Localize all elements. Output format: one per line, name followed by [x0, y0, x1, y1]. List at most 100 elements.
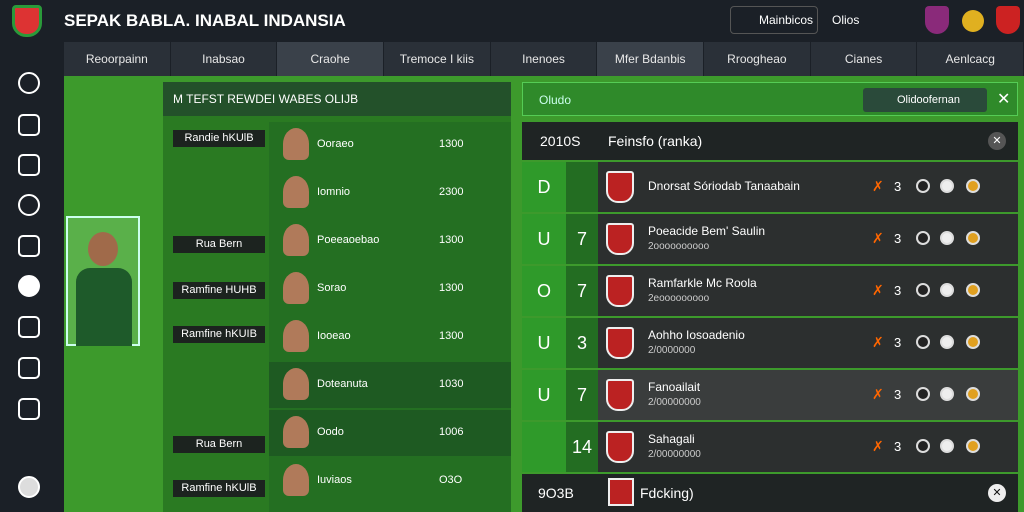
icon[interactable]	[18, 357, 40, 379]
icon[interactable]	[18, 398, 40, 420]
team-sub: 2/00000000	[648, 397, 701, 408]
icon[interactable]	[18, 72, 40, 94]
icon	[940, 231, 954, 245]
tab[interactable]: Rroogheao	[704, 42, 811, 76]
footer-col: 9O3B	[538, 485, 574, 501]
close[interactable]: ✕	[997, 91, 1011, 108]
close[interactable]: ✕	[988, 484, 1006, 502]
icon	[966, 335, 980, 349]
icon	[966, 179, 980, 193]
icon[interactable]	[18, 316, 40, 338]
avatar	[283, 272, 309, 304]
icon[interactable]	[18, 194, 40, 216]
team-name: Aohho Iosoadenio	[648, 328, 745, 342]
status: Olios	[832, 13, 860, 27]
squad-panel: M TEFST REWDEI WABES OLIJB Randie hKUlB R…	[163, 82, 511, 512]
team-name: Poeacide Bem' Saulin	[648, 224, 766, 238]
tab[interactable]: Inabsao	[171, 42, 278, 76]
badge[interactable]	[962, 10, 984, 32]
tab[interactable]: Craohe	[277, 42, 385, 76]
top-bar: SEPAK BABLA. INABAL INDANSIA Mainbicos O…	[0, 0, 1024, 42]
tab[interactable]: Tremoce I kiis	[384, 42, 491, 76]
account-button[interactable]: Mainbicos	[730, 6, 818, 34]
tag: Ramfine hKUlB	[173, 480, 265, 497]
table-header: 2010S Feinsfo (ranka) ✕	[522, 122, 1018, 160]
tab[interactable]: Inenoes	[491, 42, 598, 76]
icon	[916, 387, 930, 401]
badge[interactable]	[996, 6, 1020, 34]
tag: Randie hKUlB	[173, 130, 265, 147]
player-row: Doteanuta 1030	[269, 362, 511, 408]
search[interactable]: Olidoofernan	[863, 88, 987, 112]
avatar	[283, 368, 309, 400]
team-sub: 2eooooooooo	[648, 293, 710, 304]
icon[interactable]	[18, 114, 40, 136]
icon	[916, 179, 930, 193]
icon	[916, 231, 930, 245]
tab[interactable]: Cianes	[811, 42, 918, 76]
close[interactable]: ✕	[988, 132, 1006, 150]
team-sub: 2/0000000	[648, 345, 696, 356]
player-name: Ooraeo	[317, 138, 354, 150]
rank	[566, 162, 598, 212]
col-header: 2010S	[540, 133, 581, 149]
avatar	[283, 176, 309, 208]
tag: Rua Bern	[173, 436, 265, 453]
icon[interactable]	[18, 154, 40, 176]
table-row[interactable]: U 3 Aohho Iosoadenio 2/0000000 ✗ 3	[522, 318, 1018, 368]
position: O	[522, 266, 566, 316]
icon[interactable]	[18, 275, 40, 297]
avatar	[283, 320, 309, 352]
player-name: Iomnio	[317, 186, 351, 198]
rank: 7	[566, 370, 598, 420]
avatar	[283, 224, 309, 256]
trend: ✗	[872, 438, 884, 454]
player-value: 1030	[439, 378, 464, 390]
table-row[interactable]: O 7 Ramfarkle Mc Roola 2eooooooooo ✗ 3	[522, 266, 1018, 316]
table-row[interactable]: U 7 Poeacide Bem' Saulin 2oooooooooo ✗ 3	[522, 214, 1018, 264]
count: 3	[894, 231, 902, 246]
player-row: Sorao 1300	[269, 266, 511, 312]
trend: ✗	[872, 178, 884, 194]
icon	[966, 231, 980, 245]
player-card	[66, 216, 140, 346]
team-name: Ramfarkle Mc Roola	[648, 276, 757, 290]
crest	[606, 431, 634, 463]
icon	[966, 439, 980, 453]
player-value: 1300	[439, 234, 464, 246]
tab[interactable]: Mfer Bdanbis	[597, 42, 705, 76]
position: U	[522, 214, 566, 264]
tab[interactable]: Reoorpainn	[64, 42, 171, 76]
avatar	[283, 464, 309, 496]
app-title: SEPAK BABLA. INABAL INDANSIA	[64, 11, 346, 30]
tab[interactable]: Aenlcacg	[917, 42, 1024, 76]
player-name: Iooeao	[317, 330, 351, 342]
crest	[606, 379, 634, 411]
player-name: Poeeaoebao	[317, 234, 380, 246]
player-value: 1300	[439, 138, 464, 150]
tag: Ramfine hKUIB	[173, 326, 265, 343]
position	[522, 422, 566, 472]
trend: ✗	[872, 334, 884, 350]
table-row[interactable]: D Dnorsat Sóriodab Tanaabain ✗ 3	[522, 162, 1018, 212]
logo	[12, 5, 42, 37]
badge[interactable]	[925, 6, 949, 34]
trend: ✗	[872, 282, 884, 298]
panel-title: M TEFST REWDEI WABES OLIJB	[163, 82, 511, 116]
team-name: Sahagali	[648, 432, 695, 446]
icon	[916, 439, 930, 453]
player-row: Poeeaoebao 1300	[269, 218, 511, 264]
profile[interactable]	[18, 476, 40, 498]
player-value: O3O	[439, 474, 463, 486]
icon	[916, 335, 930, 349]
table-footer: 9O3B Fdcking) ✕	[522, 474, 1018, 512]
table-row[interactable]: 14 Sahagali 2/00000000 ✗ 3	[522, 422, 1018, 472]
trend: ✗	[872, 386, 884, 402]
player-value: 1006	[439, 426, 464, 438]
player-name: Oodo	[317, 426, 344, 438]
team-name: Fanoailait	[648, 380, 701, 394]
count: 3	[894, 387, 902, 402]
table-row[interactable]: U 7 Fanoailait 2/00000000 ✗ 3	[522, 370, 1018, 420]
icon[interactable]	[18, 235, 40, 257]
count: 3	[894, 283, 902, 298]
